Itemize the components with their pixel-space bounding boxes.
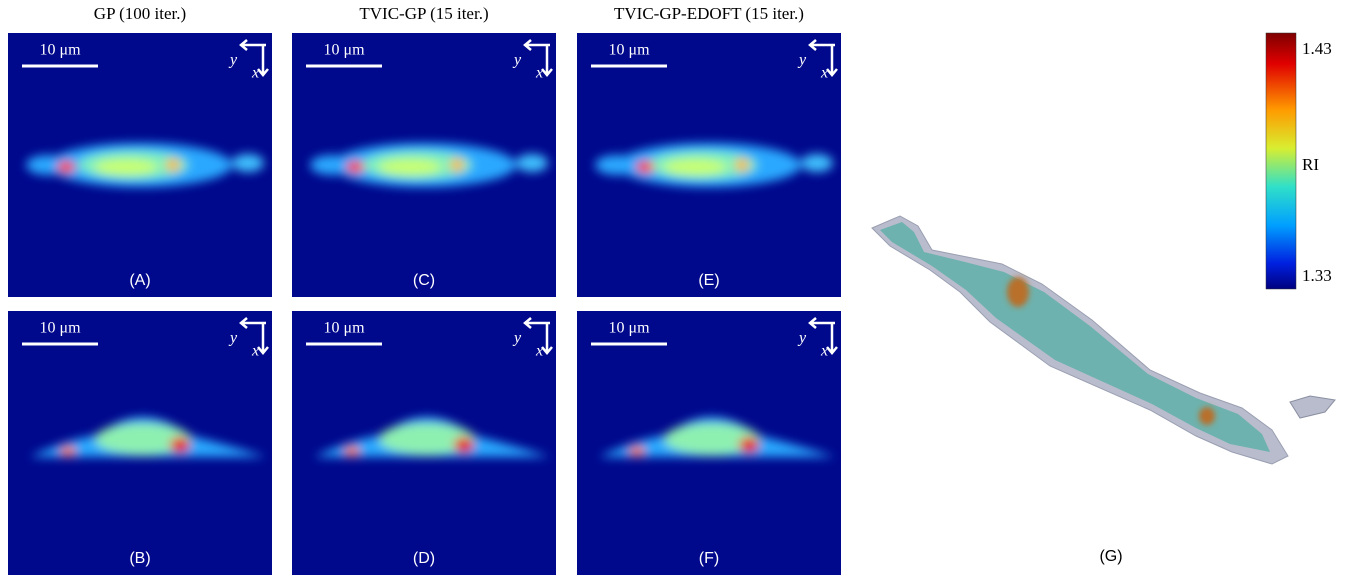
- blob: [663, 159, 727, 175]
- scale-bar-label: 10 μm: [323, 42, 365, 59]
- hotspot: [450, 159, 464, 171]
- image-panel: 10 μm yx (D): [292, 311, 556, 575]
- image-panel: 10 μm yx (C): [292, 33, 556, 297]
- axis-label-y: y: [797, 330, 807, 347]
- panel-label: (A): [129, 272, 150, 289]
- axis-label-y: y: [228, 330, 238, 347]
- axis-label-y: y: [512, 330, 522, 347]
- blob: [801, 154, 833, 172]
- blob: [595, 155, 639, 175]
- panel-label: (F): [699, 550, 719, 567]
- hotspot: [166, 159, 180, 171]
- colorbar-max: 1.43: [1302, 39, 1332, 58]
- hotspot: [57, 161, 75, 173]
- cell-render: (G): [872, 216, 1335, 565]
- axis-label-x: x: [535, 343, 543, 360]
- axis-label-x: x: [535, 65, 543, 82]
- hotspot: [454, 437, 474, 453]
- blob: [232, 154, 264, 172]
- scale-bar-label: 10 μm: [39, 320, 81, 337]
- hotspot: [60, 446, 76, 456]
- hotspot: [346, 161, 364, 173]
- image-panel: 10 μm yx (F): [577, 311, 841, 575]
- colorbar: 1.43 RI 1.33: [1266, 33, 1332, 289]
- axis-label-x: x: [251, 65, 259, 82]
- hotspot: [629, 446, 645, 456]
- panel-label: (G): [1099, 548, 1122, 565]
- image-panel: 10 μm yx (E): [577, 33, 841, 297]
- scale-bar-label: 10 μm: [39, 42, 81, 59]
- axis-label-y: y: [228, 52, 238, 69]
- hotspot: [170, 437, 190, 453]
- axis-label-y: y: [512, 52, 522, 69]
- panel-label: (E): [698, 272, 719, 289]
- axis-label-y: y: [797, 52, 807, 69]
- panel-label: (D): [413, 550, 435, 567]
- colorbar-min: 1.33: [1302, 266, 1332, 285]
- column-title: TVIC-GP (15 iter.): [359, 4, 488, 23]
- colorbar-title: RI: [1302, 155, 1319, 174]
- axis-label-x: x: [251, 343, 259, 360]
- axis-label-x: x: [820, 343, 828, 360]
- image-panel: 10 μm yx (A): [8, 33, 272, 297]
- blob: [94, 159, 158, 175]
- scale-bar-label: 10 μm: [608, 42, 650, 59]
- axis-label-x: x: [820, 65, 828, 82]
- panel-label: (C): [413, 272, 435, 289]
- figure: GP (100 iter.) TVIC-GP (15 iter.) TVIC-G…: [0, 0, 1350, 576]
- scale-bar-label: 10 μm: [608, 320, 650, 337]
- colorbar-scale: [1266, 33, 1296, 289]
- image-panel: 10 μm yx (B): [8, 311, 272, 575]
- blob: [378, 159, 442, 175]
- scale-bar-label: 10 μm: [323, 320, 365, 337]
- hotspot: [739, 437, 759, 453]
- column-title: GP (100 iter.): [94, 4, 186, 23]
- hotspot: [344, 446, 360, 456]
- hotspot: [636, 161, 654, 173]
- hotspot: [735, 159, 749, 171]
- column-title: TVIC-GP-EDOFT (15 iter.): [614, 4, 804, 23]
- blob: [516, 154, 548, 172]
- panel-label: (B): [129, 550, 150, 567]
